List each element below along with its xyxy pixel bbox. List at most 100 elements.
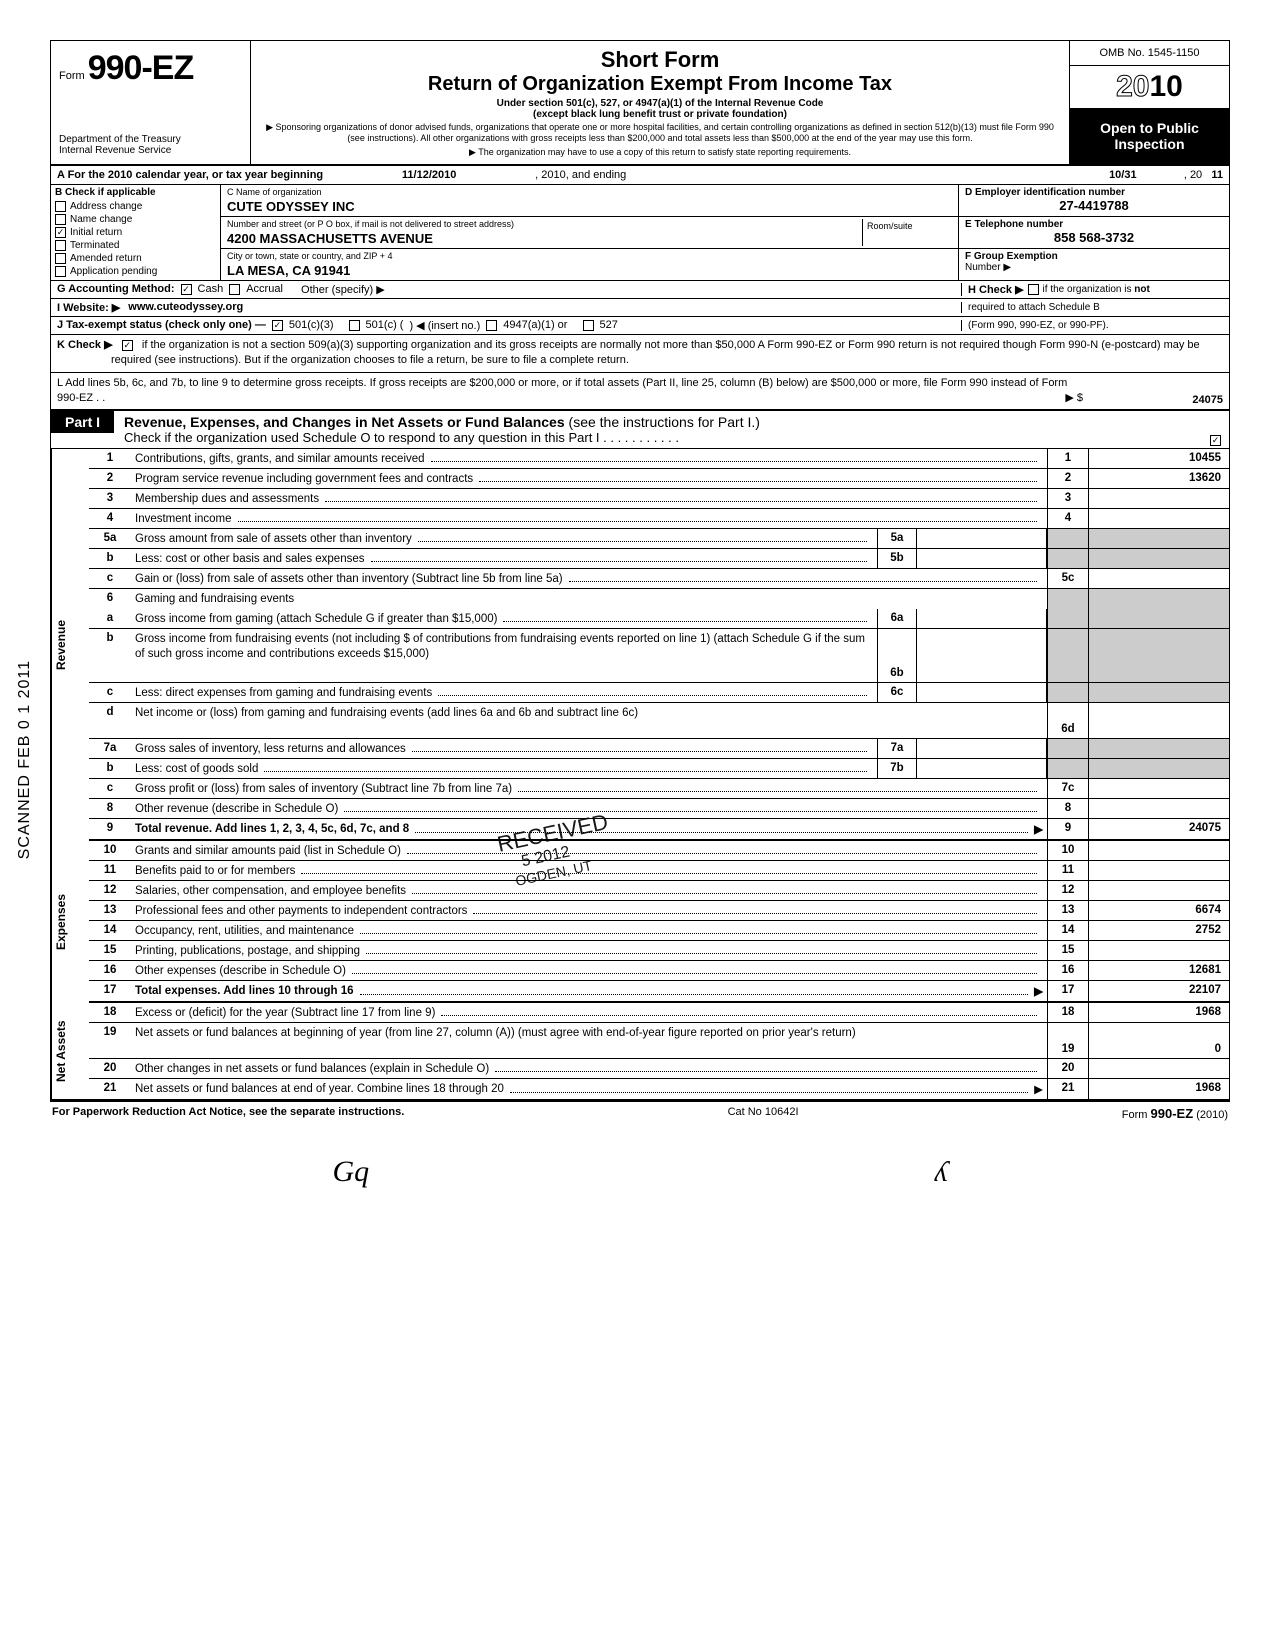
chk-4947[interactable] xyxy=(486,320,497,331)
ln5a-num: 5a xyxy=(89,529,131,548)
ln1-box: 1 xyxy=(1047,449,1089,468)
line-8: 8 Other revenue (describe in Schedule O)… xyxy=(89,799,1229,819)
part1-header: Part I Revenue, Expenses, and Changes in… xyxy=(51,411,1229,449)
chk-501c3[interactable]: ✓ xyxy=(272,320,283,331)
handwritten-initials: Gq ʎ xyxy=(50,1155,1230,1189)
line-11: 11 Benefits paid to or for members 11 xyxy=(89,861,1229,881)
form-prefix: Form xyxy=(59,70,85,82)
ln17-desc: Total expenses. Add lines 10 through 16 xyxy=(135,985,354,997)
ln12-box: 12 xyxy=(1047,881,1089,900)
chk-address-change[interactable]: Address change xyxy=(51,200,220,213)
line-13: 13 Professional fees and other payments … xyxy=(89,901,1229,921)
527-label: 527 xyxy=(600,319,618,331)
ln6c-desc: Less: direct expenses from gaming and fu… xyxy=(135,687,432,699)
chk-527[interactable] xyxy=(583,320,594,331)
ln2-box: 2 xyxy=(1047,469,1089,488)
ln18-desc: Excess or (deficit) for the year (Subtra… xyxy=(135,1007,435,1019)
chk-pending[interactable]: Application pending xyxy=(51,265,220,278)
ln7b-num: b xyxy=(89,759,131,778)
chk-accrual[interactable] xyxy=(229,284,240,295)
ln6c-num: c xyxy=(89,683,131,702)
chk-label-initial: Initial return xyxy=(70,227,122,238)
initial-left: Gq xyxy=(333,1155,370,1189)
chk-501c[interactable] xyxy=(349,320,360,331)
ln14-box: 14 xyxy=(1047,921,1089,940)
chk-k[interactable]: ✓ xyxy=(122,340,133,351)
ln4-desc: Investment income xyxy=(135,513,232,525)
chk-label-pending: Application pending xyxy=(70,266,157,277)
ln8-desc: Other revenue (describe in Schedule O) xyxy=(135,803,338,815)
org-name: CUTE ODYSSEY INC xyxy=(227,199,952,214)
paperwork-notice: For Paperwork Reduction Act Notice, see … xyxy=(52,1106,404,1121)
h-check-label: H Check ▶ xyxy=(968,283,1024,296)
ln5b-box-shaded xyxy=(1047,549,1089,568)
4947-label: 4947(a)(1) or xyxy=(503,319,567,331)
ln5b-mid: 5b xyxy=(877,549,917,568)
ln3-box: 3 xyxy=(1047,489,1089,508)
ein-label: D Employer identification number xyxy=(965,187,1223,198)
ln12-num: 12 xyxy=(89,881,131,900)
ln6d-val xyxy=(1089,703,1229,738)
chk-cash[interactable]: ✓ xyxy=(181,284,192,295)
dept-treasury: Department of the Treasury xyxy=(59,134,242,145)
ln5c-box: 5c xyxy=(1047,569,1089,588)
ln2-desc: Program service revenue including govern… xyxy=(135,473,473,485)
j-label: J Tax-exempt status (check only one) — xyxy=(57,319,266,331)
ln7b-box-shaded xyxy=(1047,759,1089,778)
open-to-public-badge: Open to Public Inspection xyxy=(1070,109,1229,164)
line-6d: d Net income or (loss) from gaming and f… xyxy=(89,703,1229,739)
ln16-val: 12681 xyxy=(1089,961,1229,980)
ln10-val xyxy=(1089,841,1229,860)
return-title: Return of Organization Exempt From Incom… xyxy=(261,73,1059,96)
chk-initial-return[interactable]: ✓Initial return xyxy=(51,226,220,239)
phone-value: 858 568-3732 xyxy=(965,230,1223,245)
ln9-arrow: ▶ xyxy=(1034,822,1043,836)
ln1-num: 1 xyxy=(89,449,131,468)
ln18-box: 18 xyxy=(1047,1003,1089,1022)
ln15-box: 15 xyxy=(1047,941,1089,960)
h-cont2: (Form 990, 990-EZ, or 990-PF). xyxy=(961,320,1229,331)
part1-schedule-o-chk[interactable]: ✓ xyxy=(1202,430,1229,448)
revenue-section: Revenue 1 Contributions, gifts, grants, … xyxy=(51,449,1229,841)
scanned-side-stamp: SCANNED FEB 0 1 2011 xyxy=(16,660,34,859)
chk-label-name: Name change xyxy=(70,214,132,225)
cash-label: Cash xyxy=(198,283,224,295)
ln6-val-shaded xyxy=(1089,589,1229,609)
k-text: if the organization is not a section 509… xyxy=(111,339,1200,366)
ln6-desc: Gaming and fundraising events xyxy=(135,593,294,605)
ln6-num: 6 xyxy=(89,589,131,609)
chk-schedule-b[interactable] xyxy=(1028,284,1039,295)
501c3-label: 501(c)(3) xyxy=(289,319,334,331)
end-month: 10/31 xyxy=(1068,166,1178,184)
ln6a-val-shaded xyxy=(1089,609,1229,628)
ln14-val: 2752 xyxy=(1089,921,1229,940)
ln15-val xyxy=(1089,941,1229,960)
netassets-section: Net Assets 18 Excess or (deficit) for th… xyxy=(51,1003,1229,1101)
ln17-num: 17 xyxy=(89,981,131,1001)
ln6b-val-shaded xyxy=(1089,629,1229,682)
group-exemption-label: F Group Exemption xyxy=(965,251,1058,262)
footer-form-prefix: Form xyxy=(1122,1109,1151,1121)
ln7a-val-shaded xyxy=(1089,739,1229,758)
other-specify: Other (specify) ▶ xyxy=(301,283,385,296)
ln7b-desc: Less: cost of goods sold xyxy=(135,763,258,775)
group-exemption-label2: Number ▶ xyxy=(965,262,1011,273)
line-5a: 5a Gross amount from sale of assets othe… xyxy=(89,529,1229,549)
h-cont1: required to attach Schedule B xyxy=(961,302,1229,313)
ln3-val xyxy=(1089,489,1229,508)
header-center: Short Form Return of Organization Exempt… xyxy=(251,41,1069,164)
line-6c: c Less: direct expenses from gaming and … xyxy=(89,683,1229,703)
ln13-num: 13 xyxy=(89,901,131,920)
l-value: 24075 xyxy=(1083,394,1223,406)
chk-amended[interactable]: Amended return xyxy=(51,252,220,265)
ln4-box: 4 xyxy=(1047,509,1089,528)
chk-terminated[interactable]: Terminated xyxy=(51,239,220,252)
ln6b-box-shaded xyxy=(1047,629,1089,682)
ln5b-val-shaded xyxy=(1089,549,1229,568)
col-b-head: B Check if applicable xyxy=(51,185,220,200)
ln21-val: 1968 xyxy=(1089,1079,1229,1099)
ln13-box: 13 xyxy=(1047,901,1089,920)
chk-name-change[interactable]: Name change xyxy=(51,213,220,226)
form-header: Form 990-EZ Department of the Treasury I… xyxy=(51,41,1229,166)
ln5a-mid: 5a xyxy=(877,529,917,548)
